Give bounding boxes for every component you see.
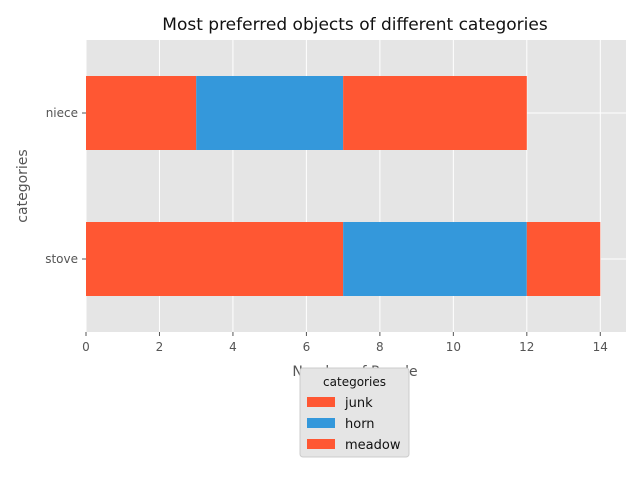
- chart-title: Most preferred objects of different cate…: [162, 15, 548, 35]
- y-axis-ticks: stove niece: [45, 106, 86, 266]
- bars-group: [86, 76, 601, 296]
- x-tick-label: 2: [156, 340, 164, 354]
- y-tick-label: niece: [46, 106, 78, 120]
- bar-stove-horn: [343, 222, 527, 296]
- legend: categories junk horn meadow: [299, 367, 410, 458]
- x-tick-label: 8: [376, 340, 384, 354]
- legend-label-meadow: meadow: [345, 438, 401, 453]
- legend-swatch-meadow: [307, 439, 335, 449]
- x-tick-label: 10: [446, 340, 461, 354]
- bar-stove-junk: [86, 222, 344, 296]
- legend-label-horn: horn: [345, 417, 375, 432]
- legend-items: junk horn meadow: [307, 396, 401, 453]
- legend-swatch-horn: [307, 418, 335, 428]
- x-tick-label: 4: [229, 340, 237, 354]
- y-axis-label: categories: [15, 149, 31, 222]
- bar-niece-junk: [86, 76, 197, 150]
- x-tick-label: 12: [519, 340, 534, 354]
- x-tick-label: 14: [593, 340, 608, 354]
- bar-niece-horn: [196, 76, 344, 150]
- legend-swatch-junk: [307, 397, 335, 407]
- bar-niece-meadow: [343, 76, 527, 150]
- x-tick-label: 0: [82, 340, 90, 354]
- bar-stove-meadow: [526, 222, 601, 296]
- x-axis-ticks: 0 2 4 6 8 10 12 14: [82, 332, 608, 354]
- legend-box: [299, 367, 410, 458]
- legend-label-junk: junk: [344, 396, 373, 411]
- x-tick-label: 6: [303, 340, 311, 354]
- y-tick-label: stove: [45, 252, 78, 266]
- legend-title: categories: [323, 375, 386, 389]
